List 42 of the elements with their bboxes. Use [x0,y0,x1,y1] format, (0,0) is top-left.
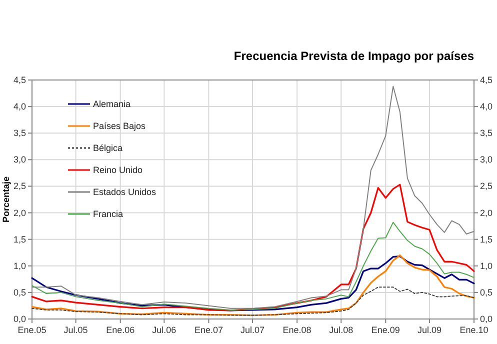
y2-tick-label: 0,5 [480,287,493,298]
line-series [31,184,475,312]
y-tick-label: 4,0 [13,102,26,112]
y2-tick-label: 1,5 [480,234,493,244]
y-axis-title: Porcentaje [1,176,11,223]
y-tick-label: 1,0 [13,260,26,271]
x-tick-label: Ene.09 [371,325,400,335]
x-tick-label: Jul.06 [152,325,176,335]
x-tick-label: Ene.05 [18,325,46,335]
y-tick-label: 0,5 [13,287,26,298]
x-tick-label: Ene.10 [460,325,488,335]
line-series [32,222,474,310]
legend-label: Alemania [93,99,131,109]
x-tick-label: Ene.08 [282,325,312,335]
x-tick-label: Jul.09 [417,325,442,335]
y2-tick-label: 3,5 [480,128,493,138]
legend-label: Bélgica [93,143,123,153]
y-tick-label: 0,0 [13,314,26,324]
legend-label: Francia [93,209,124,219]
legend-label: Países Bajos [93,121,146,131]
y2-tick-label: 1,0 [480,260,493,271]
y-tick-label: 3,5 [13,128,26,138]
y-tick-label: 4,5 [13,75,26,85]
y-tick-label: 1,5 [13,234,26,244]
line-series [32,286,474,316]
legend-label: Estados Unidos [93,187,157,197]
y-tick-label: 3,0 [13,154,26,165]
legend-label: Reino Unido [93,165,143,175]
x-tick-label: Jul.05 [64,325,88,335]
x-tick-label: Jul.07 [240,325,265,335]
x-tick-label: Ene.06 [106,325,135,335]
y-tick-label: 2,5 [13,181,26,192]
y2-tick-label: 2,0 [480,208,493,218]
y2-tick-label: 4,0 [480,102,493,112]
y2-tick-label: 2,5 [480,181,493,192]
y2-tick-label: 4,5 [480,75,493,85]
x-tick-label: Ene.07 [194,325,223,335]
x-tick-label: Jul.08 [329,325,354,335]
y2-tick-label: 3,0 [480,154,493,165]
chart-title: Frecuencia Prevista de Impago por países [234,49,474,63]
y-tick-label: 2,0 [13,208,26,218]
y2-tick-label: 0,0 [480,314,493,324]
